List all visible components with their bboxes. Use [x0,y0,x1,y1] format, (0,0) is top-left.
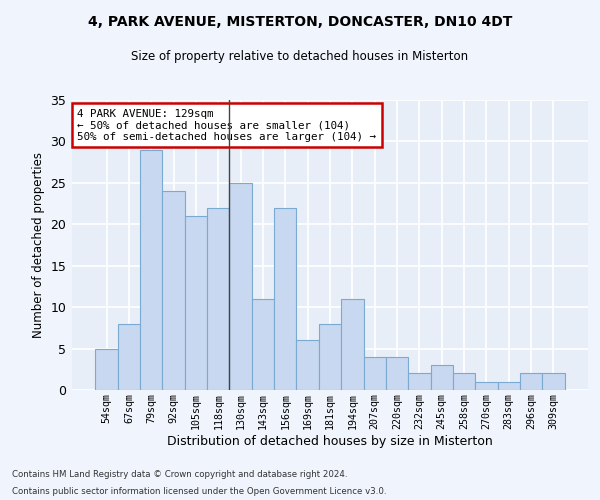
Text: 4 PARK AVENUE: 129sqm
← 50% of detached houses are smaller (104)
50% of semi-det: 4 PARK AVENUE: 129sqm ← 50% of detached … [77,108,376,142]
Bar [520,374,542,390]
Bar [185,216,207,390]
Bar [163,191,185,390]
Bar [118,324,140,390]
Text: Contains public sector information licensed under the Open Government Licence v3: Contains public sector information licen… [12,488,386,496]
Text: Contains HM Land Registry data © Crown copyright and database right 2024.: Contains HM Land Registry data © Crown c… [12,470,347,479]
Bar [364,357,386,390]
Bar [341,299,364,390]
Bar [296,340,319,390]
Bar [274,208,296,390]
Bar [229,183,252,390]
Bar [408,374,431,390]
Bar [542,374,565,390]
Bar [140,150,163,390]
Y-axis label: Number of detached properties: Number of detached properties [32,152,45,338]
Bar [319,324,341,390]
Text: Size of property relative to detached houses in Misterton: Size of property relative to detached ho… [131,50,469,63]
Bar [497,382,520,390]
Bar [453,374,475,390]
Text: Distribution of detached houses by size in Misterton: Distribution of detached houses by size … [167,435,493,448]
Bar [95,348,118,390]
Text: 4, PARK AVENUE, MISTERTON, DONCASTER, DN10 4DT: 4, PARK AVENUE, MISTERTON, DONCASTER, DN… [88,15,512,29]
Bar [475,382,497,390]
Bar [431,365,453,390]
Bar [386,357,408,390]
Bar [252,299,274,390]
Bar [207,208,229,390]
